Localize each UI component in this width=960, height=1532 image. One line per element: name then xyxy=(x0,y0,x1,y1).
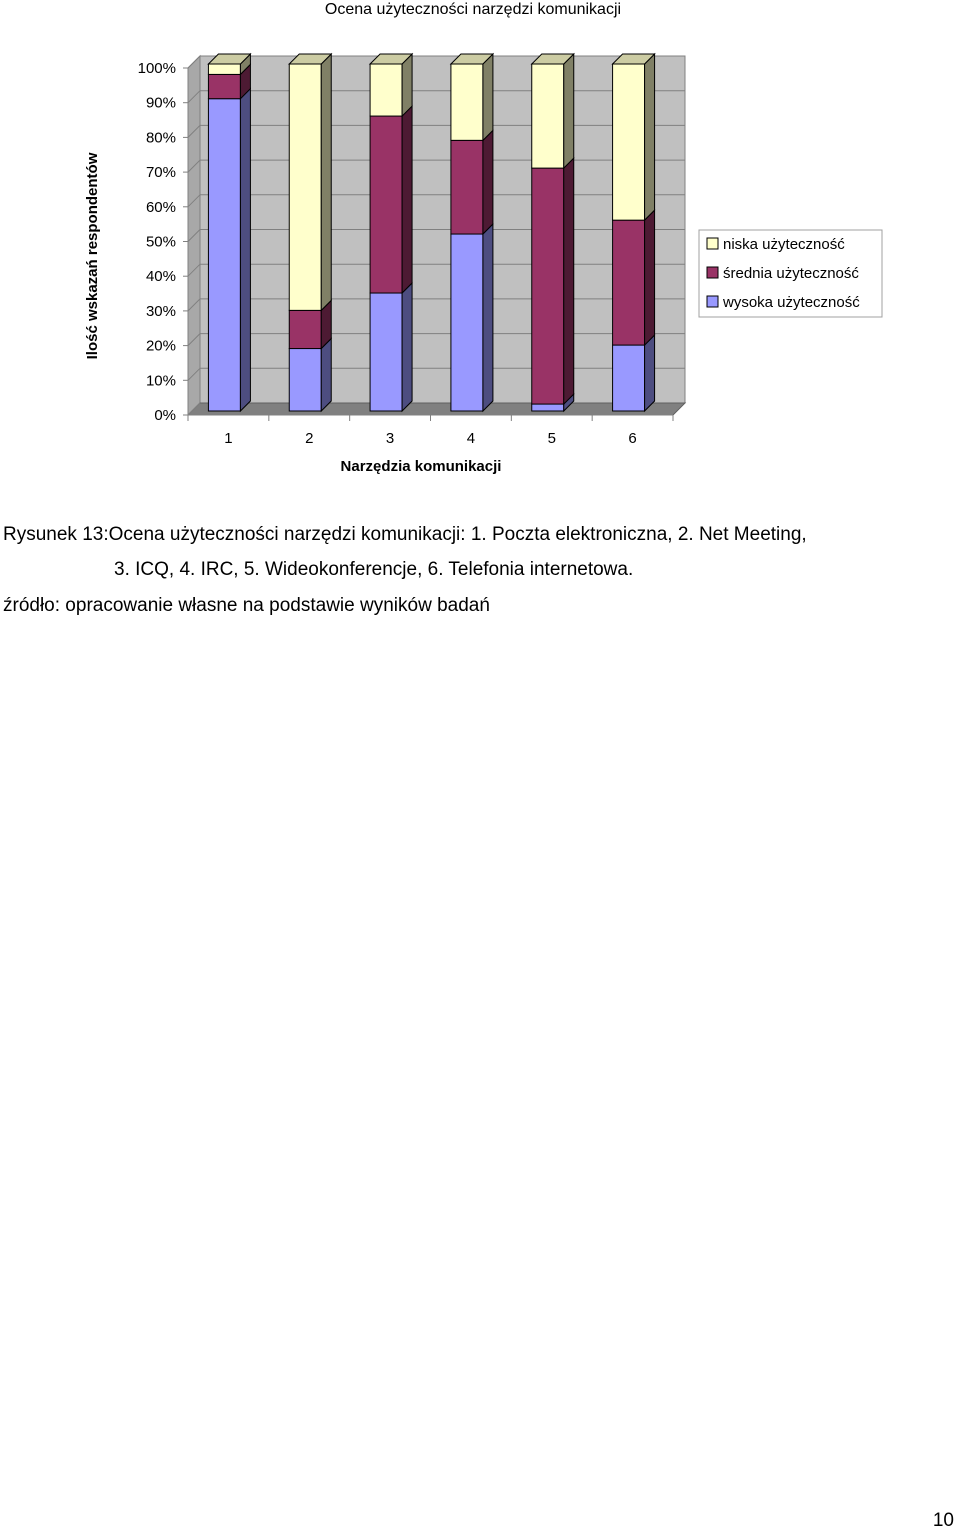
legend-swatch xyxy=(706,266,719,279)
figure-caption-line-2: 3. ICQ, 4. IRC, 5. Wideokonferencje, 6. … xyxy=(114,559,634,580)
legend-label: wysoka użyteczność xyxy=(722,294,860,311)
chart-legend xyxy=(698,229,883,318)
bar-segment-side xyxy=(644,52,656,222)
bar-segment-side xyxy=(644,208,656,347)
bar-segment xyxy=(369,115,403,294)
bar-segment xyxy=(207,63,241,75)
legend-label: niska użyteczność xyxy=(723,236,845,253)
x-tick-label: 6 xyxy=(628,430,636,447)
figure-source-note: źródło: opracowanie własne na podstawie … xyxy=(3,595,490,616)
bar-segment-side xyxy=(563,52,575,170)
bar-segment-side xyxy=(644,333,656,413)
bar-segment-side xyxy=(239,87,251,413)
bar-segment xyxy=(207,73,241,100)
gridline-side xyxy=(187,194,201,208)
y-axis-label: Ilość wskazań respondentów xyxy=(84,152,101,359)
bar-segment-side xyxy=(401,52,413,118)
bar-segment xyxy=(369,292,403,412)
bar-segment xyxy=(288,309,322,350)
bar-segment-side xyxy=(482,129,494,236)
gridline-side xyxy=(187,229,201,242)
gridline-side xyxy=(187,367,201,381)
bar-top-face xyxy=(449,53,495,65)
bar-segment-side xyxy=(482,52,494,142)
bar-segment xyxy=(450,139,484,235)
bar-segment xyxy=(531,63,565,169)
page-number: 10 xyxy=(932,1510,954,1531)
bar-segment xyxy=(450,233,484,412)
chart-title: Ocena użyteczności narzędzi komunikacji xyxy=(325,1,621,18)
bar-segment xyxy=(288,348,322,412)
gridline-side xyxy=(187,125,201,138)
y-tick-label: 50% xyxy=(146,234,176,251)
bar-top-face xyxy=(611,53,656,65)
bar-top-face xyxy=(207,53,252,65)
bar-segment xyxy=(450,63,484,141)
x-tick-label: 1 xyxy=(224,430,232,447)
bar-segment-side xyxy=(320,337,332,413)
bar-segment-side xyxy=(320,52,332,312)
figure-caption-line-1: Rysunek 13:Ocena użyteczności narzędzi k… xyxy=(3,524,807,545)
y-tick-label: 70% xyxy=(146,164,176,181)
bar-top-face xyxy=(530,53,575,65)
bar-segment-side xyxy=(401,104,413,295)
legend-label: średnia użyteczność xyxy=(723,265,859,282)
bar-segment xyxy=(369,63,403,117)
y-tick-label: 0% xyxy=(154,407,176,424)
y-tick-label: 20% xyxy=(146,338,176,355)
x-tick-label: 5 xyxy=(548,430,556,447)
gridline-side xyxy=(187,90,201,104)
gridline-side xyxy=(187,298,201,312)
bar-segment xyxy=(288,63,322,311)
stacked-bar-chart: Ocena użyteczności narzędzi komunikacji 0… xyxy=(84,1,883,475)
y-tick-label: 60% xyxy=(146,199,176,216)
y-tick-label: 100% xyxy=(138,60,176,77)
x-axis-label: Narzędzia komunikacji xyxy=(341,458,502,475)
bar-segment-side xyxy=(563,156,575,406)
gridline-side xyxy=(187,402,201,416)
gridline-side xyxy=(187,55,201,69)
gridline-side xyxy=(187,159,201,173)
y-tick-label: 30% xyxy=(146,303,176,320)
y-tick-label: 10% xyxy=(146,372,176,389)
bar-segment xyxy=(207,98,241,412)
bar-segment-side xyxy=(401,281,413,413)
bar-segment-side xyxy=(482,222,494,413)
bar-top-face xyxy=(368,53,414,65)
x-tick-label: 3 xyxy=(386,430,394,447)
chart-floor xyxy=(186,402,687,416)
gridline-side xyxy=(187,263,201,277)
bar-segment xyxy=(531,167,565,405)
bar-segment xyxy=(612,219,646,346)
bar-segment xyxy=(612,344,646,412)
x-tick-label: 4 xyxy=(467,430,475,447)
y-tick-label: 80% xyxy=(146,129,176,146)
gridline-side xyxy=(187,333,201,346)
bar-segment xyxy=(531,403,565,412)
y-tick-label: 90% xyxy=(146,95,176,112)
legend-swatch xyxy=(706,295,719,308)
bar-segment xyxy=(612,63,646,221)
x-tick-label: 2 xyxy=(305,430,313,447)
y-tick-label: 40% xyxy=(146,268,176,285)
bar-top-face xyxy=(288,53,333,65)
legend-swatch xyxy=(706,237,719,250)
